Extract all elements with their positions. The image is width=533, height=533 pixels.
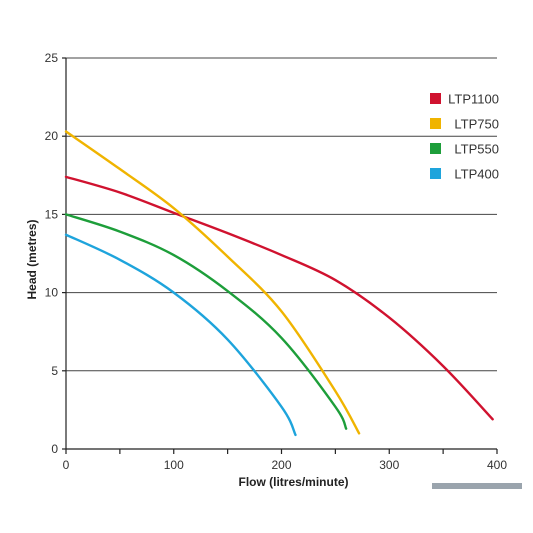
series-lines	[64, 130, 494, 437]
x-tick-label: 200	[271, 458, 291, 472]
x-axis-title: Flow (litres/minute)	[238, 475, 348, 489]
watermark-strip	[432, 483, 522, 489]
legend-label-ltp1100: LTP1100	[448, 92, 499, 107]
x-tick-label: 100	[164, 458, 184, 472]
x-tick-label: 0	[63, 458, 70, 472]
gridlines	[66, 57, 497, 372]
x-tick-label: 400	[487, 458, 507, 472]
x-tick-label: 300	[379, 458, 399, 472]
y-tick-label: 0	[51, 442, 58, 456]
y-axis-title: Head (metres)	[25, 219, 39, 299]
y-tick-label: 20	[45, 129, 59, 143]
y-tick-label: 5	[51, 364, 58, 378]
legend-label-ltp750: LTP750	[454, 117, 499, 132]
series-line-ltp750	[64, 130, 361, 435]
legend-label-ltp550: LTP550	[454, 142, 499, 157]
legend-label-ltp400: LTP400	[454, 167, 499, 182]
legend-swatch-ltp550	[430, 143, 441, 154]
series-line-ltp1100	[64, 175, 494, 421]
legend-swatch-ltp750	[430, 118, 441, 129]
legend: LTP1100 LTP750 LTP550 LTP400	[430, 92, 499, 182]
legend-swatch-ltp1100	[430, 93, 441, 104]
axes: 0 5 10 15 20 25 0 100 200 300 400	[45, 51, 508, 472]
series-line-ltp400	[64, 233, 297, 437]
series-line-ltp550	[64, 213, 348, 430]
legend-swatch-ltp400	[430, 168, 441, 179]
y-tick-label: 25	[45, 51, 59, 65]
y-tick-label: 10	[45, 286, 59, 300]
y-tick-label: 15	[45, 207, 59, 221]
